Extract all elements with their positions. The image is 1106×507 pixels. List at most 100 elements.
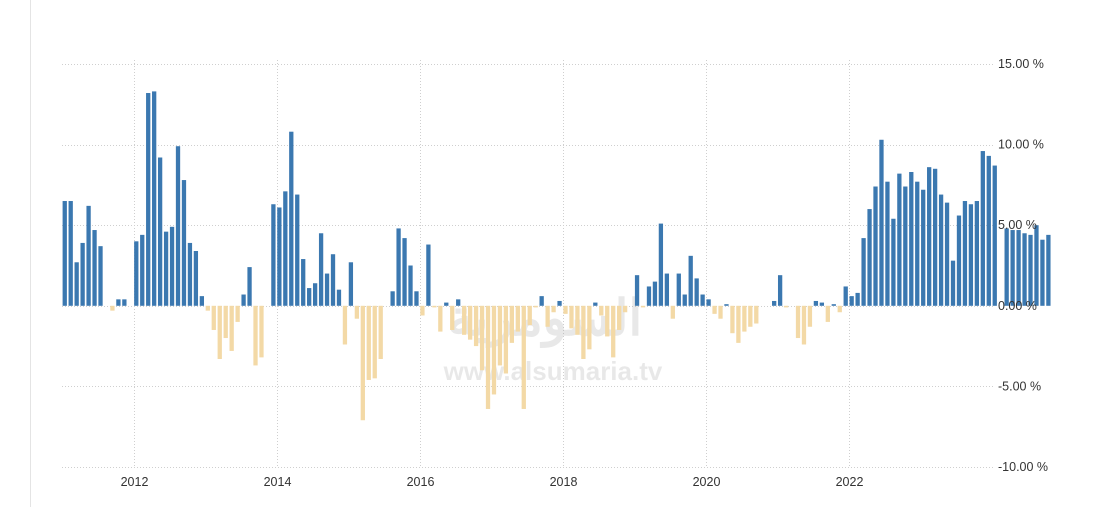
bar-positive [861,238,866,306]
bar-negative [712,305,717,314]
bar-negative [807,305,813,327]
bar-negative [622,305,628,313]
bar-positive [330,254,336,306]
bar-positive [1046,234,1051,306]
bar-positive [426,244,431,306]
bar-positive [402,238,407,306]
bar-positive [903,186,908,306]
bar-negative [515,305,520,332]
bar-positive [134,241,139,306]
bar-positive [146,93,151,306]
bar-positive [855,292,860,306]
bar-negative [640,305,646,308]
bar-negative [354,305,360,319]
bar-negative [420,305,425,316]
bar-positive [915,181,920,306]
bar-negative [533,305,538,308]
bar-positive [122,299,127,306]
bar-positive [1022,233,1027,306]
bar-positive [974,201,980,306]
bar-positive [921,189,926,306]
bar-negative [259,305,264,358]
bar-positive [843,286,848,306]
bar-negative [617,305,622,330]
bar-positive [932,168,938,306]
bar-positive [1016,230,1021,306]
bar-negative [825,305,830,322]
bar-positive [962,201,968,306]
bar-positive [950,260,956,306]
bar-positive [312,283,318,306]
bar-positive [116,299,121,306]
bar-negative [551,305,556,313]
bar-negative [491,305,497,395]
bar-positive [348,262,354,306]
bar-negative [730,305,735,334]
bar-negative [378,305,383,359]
bar-negative [372,305,377,379]
bar-positive [277,207,282,306]
bar-positive [1004,228,1009,306]
bar-positive [938,194,944,306]
bar-negative [485,305,491,409]
bar-positive [62,201,67,306]
bar-positive [175,146,181,306]
bar-negative [366,305,371,380]
bar-positive [307,288,312,306]
bar-positive [891,218,896,306]
bar-positive [187,242,193,306]
bar-negative [611,305,616,358]
bar-negative [587,305,592,350]
bar-negative [503,305,509,374]
bar-negative [467,305,473,340]
x-tick-label: 2020 [693,475,721,489]
grid-lines [62,60,994,468]
y-tick-label: -10.00 % [998,460,1048,474]
bar-positive [664,273,670,306]
bar-positive [295,194,300,306]
bar-positive [909,172,914,306]
bar-positive [968,204,974,306]
bar-negative [462,305,467,335]
bar-positive [593,302,598,306]
bar-positive [247,267,252,306]
bar-negative [205,305,210,311]
bar-positive [819,302,825,306]
bar-negative [742,305,747,332]
bar-negative [563,305,568,314]
bar-positive [658,223,664,306]
bar-negative [837,305,842,313]
bar-positive [831,304,836,306]
series-bars [62,91,1051,421]
bar-negative [432,305,437,308]
bar-positive [927,167,932,306]
bar-negative [229,305,234,351]
bar-positive [849,296,854,306]
bar-positive [193,250,199,306]
bar-negative [801,305,807,345]
x-tick-label: 2022 [836,475,864,489]
bar-positive [98,246,103,306]
bar-negative [599,305,604,316]
bar-positive [1034,225,1039,306]
bar-positive [879,139,884,306]
bar-negative [545,305,550,327]
bar-positive [694,278,699,306]
bar-positive [92,230,97,306]
bar-positive [706,299,711,306]
bar-positive [68,201,73,306]
bar-negative [575,305,580,335]
bar-positive [271,204,276,306]
bar-positive [1040,239,1045,306]
bar-negative [217,305,222,359]
bar-negative [211,305,216,330]
bar-positive [944,202,950,306]
bar-positive [157,157,163,306]
x-tick-label: 2018 [550,475,578,489]
x-axis-labels: 2012 2014 2016 2018 2020 2022 [121,475,864,489]
bar-negative [450,305,455,330]
bar-negative [748,305,753,327]
y-tick-label: 5.00 % [998,218,1037,232]
bar-positive [199,296,205,306]
